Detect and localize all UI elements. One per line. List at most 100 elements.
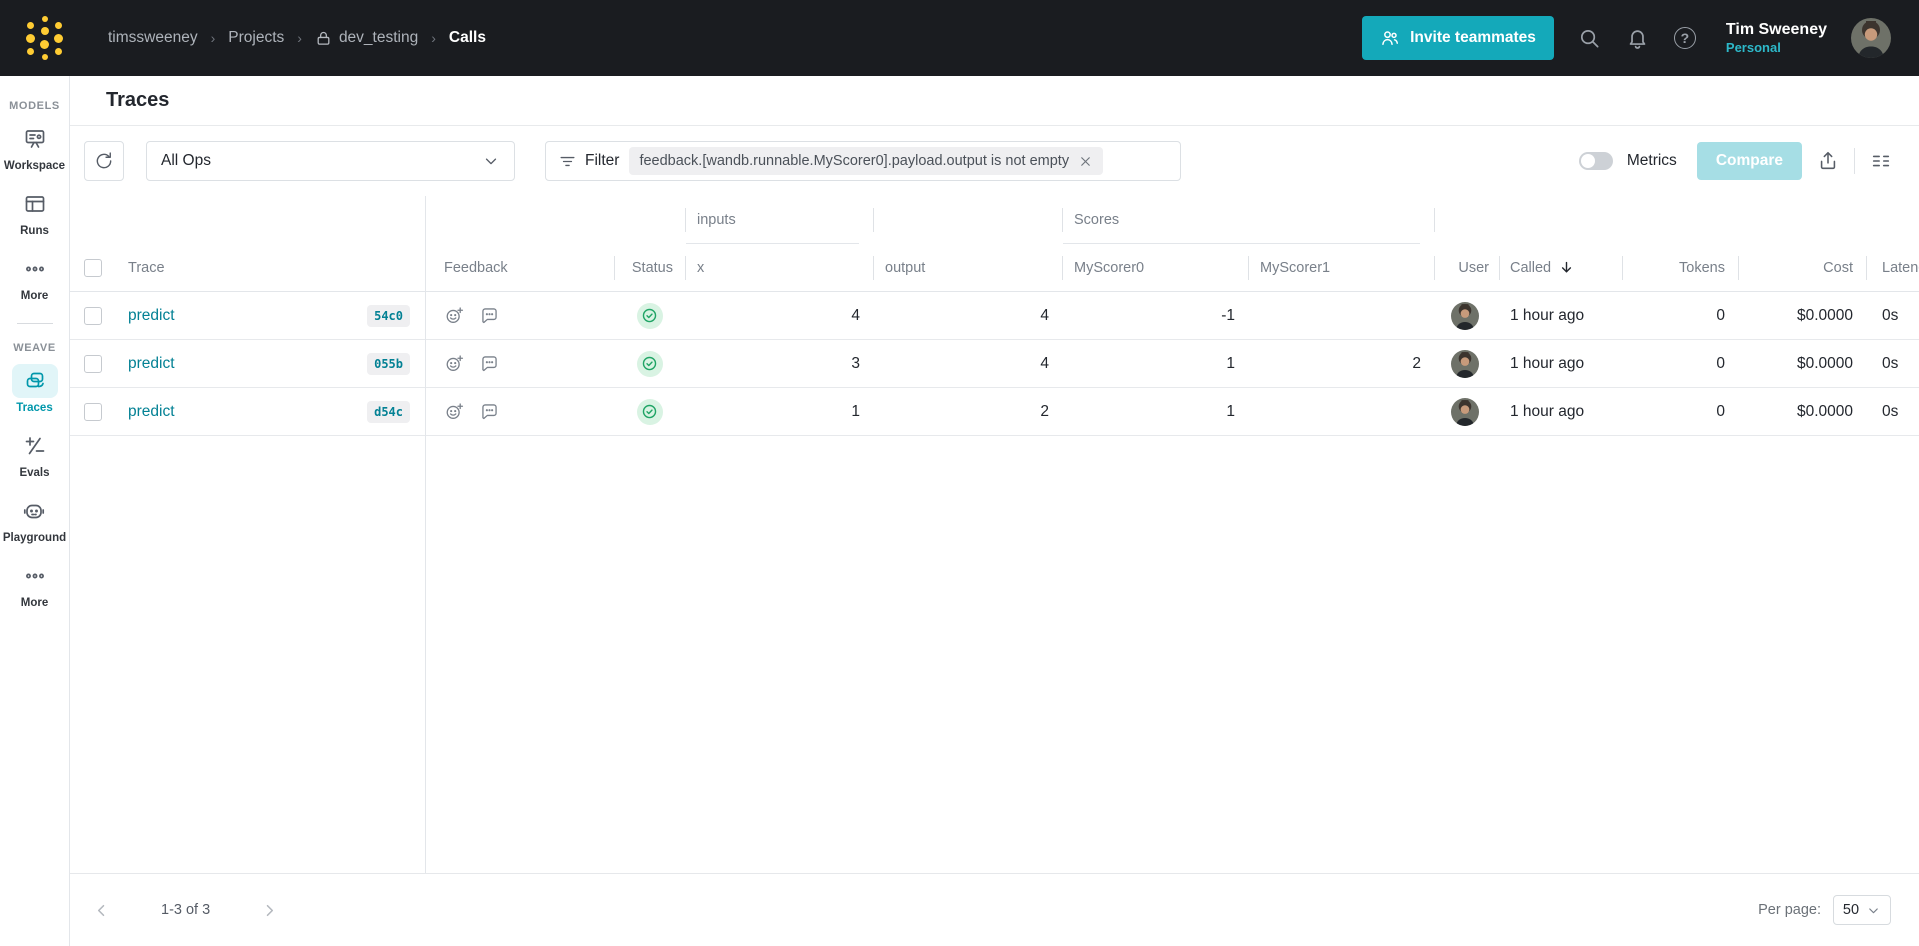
cell-myscorer0: 1	[1226, 402, 1235, 420]
sidebar-item-workspace[interactable]: Workspace	[4, 122, 65, 172]
add-reaction-icon[interactable]	[444, 401, 465, 422]
column-header-x[interactable]: x	[685, 244, 873, 291]
breadcrumb-calls[interactable]: Calls	[448, 29, 486, 46]
cell-myscorer1	[1248, 292, 1434, 339]
cell-called: 1 hour ago	[1510, 354, 1585, 372]
sidebar-item-runs[interactable]: Runs	[12, 187, 58, 237]
filter-bar[interactable]: Filter feedback.[wandb.runnable.MyScorer…	[545, 141, 1181, 181]
row-checkbox[interactable]	[84, 354, 102, 373]
row-checkbox[interactable]	[84, 306, 102, 325]
breadcrumb-entity[interactable]: timssweeney	[108, 29, 198, 46]
add-comment-icon[interactable]	[479, 305, 500, 326]
table-row[interactable]: predict 055b 3 4 1 2 1 hour ago 0 $0.000…	[70, 340, 1919, 388]
column-header-user[interactable]: User	[1434, 244, 1499, 291]
refresh-button[interactable]	[84, 141, 124, 181]
cell-cost: $0.0000	[1796, 306, 1853, 324]
per-page-select[interactable]: 50	[1833, 895, 1891, 925]
playground-robot-icon	[11, 494, 57, 528]
cell-output: 4	[1040, 306, 1049, 324]
breadcrumb-projects[interactable]: Projects	[228, 29, 285, 46]
column-header-feedback[interactable]: Feedback	[444, 259, 508, 276]
metrics-toggle-label: Metrics	[1626, 152, 1677, 169]
trace-op-link[interactable]: predict	[128, 354, 175, 372]
toolbar-divider	[1854, 148, 1855, 174]
trace-op-link[interactable]: predict	[128, 306, 175, 324]
title-bar: Traces	[70, 76, 1919, 126]
pagination-range: 1-3 of 3	[161, 902, 211, 918]
status-success-icon	[636, 302, 663, 329]
wandb-logo[interactable]	[26, 16, 63, 60]
cell-called: 1 hour ago	[1510, 402, 1585, 420]
avatar[interactable]	[1851, 18, 1891, 58]
manage-columns-icon[interactable]	[1869, 149, 1893, 173]
ops-filter-select[interactable]: All Ops	[146, 141, 515, 181]
user-avatar[interactable]	[1451, 349, 1479, 378]
sidebar-item-traces[interactable]: Traces	[11, 364, 58, 414]
notifications-bell-icon[interactable]	[1626, 26, 1650, 50]
sidebar-item-playground[interactable]: Playground	[3, 494, 66, 544]
user-avatar[interactable]	[1451, 301, 1479, 330]
invite-teammates-button[interactable]: Invite teammates	[1362, 16, 1554, 60]
page-next-icon[interactable]	[260, 901, 279, 920]
cell-output: 4	[1040, 354, 1049, 372]
call-id-chip[interactable]: d54c	[367, 400, 410, 423]
filter-chip-close-icon[interactable]	[1078, 154, 1093, 169]
traces-icon	[11, 364, 58, 398]
cell-latency: 0s	[1882, 354, 1899, 372]
column-header-called[interactable]: Called	[1499, 244, 1622, 291]
per-page-label: Per page:	[1758, 902, 1821, 918]
cell-tokens: 0	[1716, 402, 1725, 420]
chevron-down-icon	[1869, 907, 1878, 913]
table-row[interactable]: predict d54c 1 2 1 1 hour ago 0 $0.0000 …	[70, 388, 1919, 436]
column-header-tokens[interactable]: Tokens	[1622, 244, 1738, 291]
sidebar-item-more-models[interactable]: More	[12, 252, 58, 302]
add-reaction-icon[interactable]	[444, 305, 465, 326]
cell-tokens: 0	[1716, 354, 1725, 372]
per-page-value: 50	[1842, 902, 1860, 918]
cell-called: 1 hour ago	[1510, 306, 1585, 324]
row-checkbox[interactable]	[84, 402, 102, 421]
workspace-icon	[12, 122, 58, 156]
column-header-status[interactable]: Status	[614, 244, 685, 291]
cell-x: 1	[851, 402, 860, 420]
cell-tokens: 0	[1716, 306, 1725, 324]
add-comment-icon[interactable]	[479, 353, 500, 374]
table-row[interactable]: predict 54c0 4 4 -1 1 hour ago 0 $0.0000…	[70, 292, 1919, 340]
column-header-myscorer0[interactable]: MyScorer0	[1062, 244, 1248, 291]
call-id-chip[interactable]: 055b	[367, 352, 410, 375]
add-comment-icon[interactable]	[479, 401, 500, 422]
sidebar-item-more-weave[interactable]: More	[12, 559, 58, 609]
compare-button[interactable]: Compare	[1696, 142, 1802, 180]
cell-cost: $0.0000	[1796, 354, 1853, 372]
sort-desc-icon	[1562, 261, 1572, 273]
call-id-chip[interactable]: 54c0	[367, 304, 410, 327]
invite-users-icon	[1382, 31, 1399, 45]
column-header-latency[interactable]: Latency	[1866, 244, 1919, 291]
evals-icon	[12, 429, 58, 463]
more-dots-icon	[12, 252, 58, 286]
group-header-spacer	[1434, 196, 1919, 244]
select-all-checkbox[interactable]	[84, 258, 102, 277]
user-menu[interactable]: Tim Sweeney Personal	[1726, 20, 1827, 56]
column-header-trace[interactable]: Trace	[128, 259, 165, 276]
filter-label: Filter	[585, 152, 620, 169]
filter-chip[interactable]: feedback.[wandb.runnable.MyScorer0].payl…	[629, 147, 1104, 175]
help-icon[interactable]: ?	[1673, 27, 1696, 49]
column-header-cost[interactable]: Cost	[1738, 244, 1866, 291]
column-header-myscorer1[interactable]: MyScorer1	[1248, 244, 1434, 291]
table-footer: 1-3 of 3 Per page: 50	[70, 873, 1919, 946]
export-icon[interactable]	[1816, 149, 1840, 173]
add-reaction-icon[interactable]	[444, 353, 465, 374]
trace-op-link[interactable]: predict	[128, 402, 175, 420]
breadcrumb-project[interactable]: dev_testing	[315, 29, 418, 47]
column-header-output[interactable]: output	[873, 244, 1062, 291]
page-prev-icon[interactable]	[92, 901, 111, 920]
sidebar-item-evals[interactable]: Evals	[12, 429, 58, 479]
user-avatar[interactable]	[1451, 397, 1479, 426]
traces-table: inputs Scores Trace Feedback Status x ou…	[70, 196, 1919, 873]
metrics-toggle[interactable]	[1578, 152, 1613, 170]
search-icon[interactable]	[1578, 26, 1602, 50]
cell-myscorer0: 1	[1226, 354, 1235, 372]
user-name: Tim Sweeney	[1725, 20, 1827, 38]
group-header-scores: Scores	[1062, 196, 1434, 244]
